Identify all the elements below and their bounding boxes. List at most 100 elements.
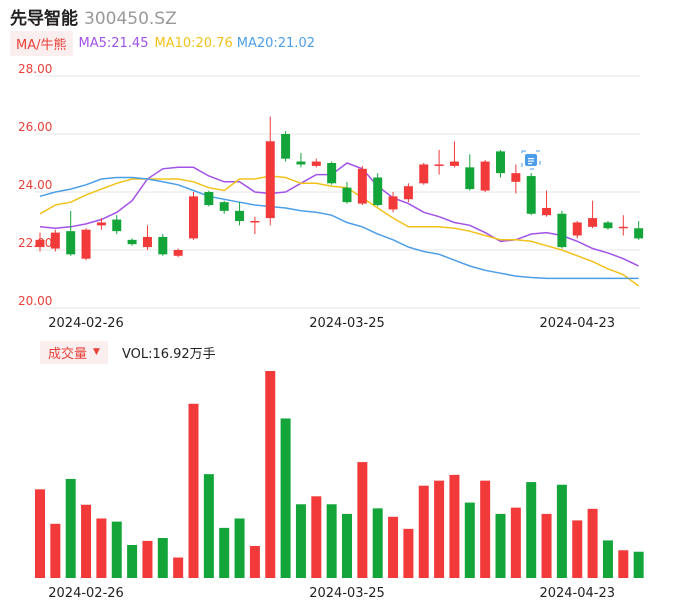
moving-average-lines bbox=[39, 162, 640, 287]
volume-bar[interactable] bbox=[81, 504, 92, 578]
volume-bar[interactable] bbox=[618, 550, 629, 578]
candle[interactable] bbox=[572, 221, 582, 239]
volume-bar[interactable] bbox=[265, 371, 276, 578]
volume-bar[interactable] bbox=[495, 513, 506, 578]
volume-bar[interactable] bbox=[449, 474, 460, 578]
candle-body bbox=[219, 202, 229, 211]
candle[interactable] bbox=[265, 116, 275, 226]
volume-bar[interactable] bbox=[50, 523, 61, 578]
volume-bars bbox=[35, 371, 644, 578]
candle-body bbox=[357, 168, 367, 204]
ma-indicator-button[interactable]: MA/牛熊 bbox=[10, 30, 73, 56]
candle[interactable] bbox=[419, 163, 429, 185]
volume-bar[interactable] bbox=[157, 537, 168, 578]
candle[interactable] bbox=[250, 216, 260, 235]
candle[interactable] bbox=[449, 141, 459, 168]
price-grid bbox=[35, 75, 640, 309]
volume-bar[interactable] bbox=[311, 496, 322, 578]
candle[interactable] bbox=[96, 218, 106, 230]
volume-bar[interactable] bbox=[342, 513, 352, 578]
candle[interactable] bbox=[557, 210, 567, 249]
candle[interactable] bbox=[357, 165, 367, 206]
volume-bar[interactable] bbox=[173, 557, 184, 578]
candle[interactable] bbox=[281, 131, 291, 162]
volume-bar[interactable] bbox=[280, 418, 291, 578]
volume-bar[interactable] bbox=[526, 482, 537, 578]
candle[interactable] bbox=[189, 192, 198, 240]
candle[interactable] bbox=[403, 183, 413, 203]
ma5-value: MA5:21.45 bbox=[78, 35, 149, 51]
price-tick-label: 20.00 bbox=[18, 294, 52, 308]
candle[interactable] bbox=[311, 158, 321, 168]
volume-indicator-label: 成交量 bbox=[48, 346, 88, 362]
volume-bar[interactable] bbox=[587, 508, 598, 578]
candle[interactable] bbox=[342, 181, 352, 204]
candle[interactable] bbox=[526, 173, 536, 216]
volume-bar[interactable] bbox=[219, 527, 230, 578]
candle[interactable] bbox=[66, 210, 76, 256]
candle-body bbox=[618, 226, 628, 229]
volume-bar[interactable] bbox=[295, 504, 306, 578]
volume-bar[interactable] bbox=[234, 518, 245, 578]
volume-bar[interactable] bbox=[572, 520, 583, 578]
candle[interactable] bbox=[296, 152, 306, 168]
candle[interactable] bbox=[496, 149, 505, 178]
candle[interactable] bbox=[634, 221, 644, 240]
volume-bar[interactable] bbox=[602, 540, 613, 578]
volume-bar[interactable] bbox=[633, 551, 644, 578]
volume-bar[interactable] bbox=[249, 545, 260, 578]
candle[interactable] bbox=[204, 190, 214, 207]
candle[interactable] bbox=[35, 232, 45, 252]
volume-bar[interactable] bbox=[464, 502, 475, 578]
candle[interactable] bbox=[542, 190, 552, 217]
volume-bar[interactable] bbox=[142, 540, 153, 578]
candle[interactable] bbox=[434, 149, 444, 175]
volume-bar[interactable] bbox=[556, 484, 567, 578]
volume-bar[interactable] bbox=[403, 528, 414, 578]
volume-bar[interactable] bbox=[434, 480, 445, 578]
caret-down-icon: ▼ bbox=[93, 347, 100, 357]
volume-bar[interactable] bbox=[372, 508, 383, 578]
candle[interactable] bbox=[373, 173, 383, 207]
volume-bar[interactable] bbox=[388, 516, 399, 578]
candle[interactable] bbox=[327, 161, 337, 185]
event-marker-icon[interactable] bbox=[521, 150, 541, 170]
candle[interactable] bbox=[480, 160, 490, 192]
candle[interactable] bbox=[112, 215, 122, 235]
event-marker-line bbox=[528, 158, 534, 160]
volume-bar[interactable] bbox=[510, 507, 521, 578]
volume-date-tick-label: 2024-02-26 bbox=[48, 586, 124, 601]
candle[interactable] bbox=[81, 228, 91, 261]
candle[interactable] bbox=[465, 154, 475, 191]
volume-bar[interactable] bbox=[65, 478, 76, 578]
volume-bar[interactable] bbox=[35, 489, 45, 578]
candle[interactable] bbox=[173, 248, 183, 258]
candle[interactable] bbox=[50, 229, 60, 252]
candle[interactable] bbox=[388, 192, 398, 213]
candle[interactable] bbox=[142, 225, 152, 250]
candle[interactable] bbox=[127, 238, 137, 246]
candle[interactable] bbox=[219, 200, 229, 214]
volume-indicator-button[interactable]: 成交量 ▼ bbox=[40, 340, 108, 364]
volume-bar[interactable] bbox=[96, 518, 107, 578]
candle[interactable] bbox=[618, 215, 628, 236]
volume-bar[interactable] bbox=[203, 474, 214, 578]
volume-bar[interactable] bbox=[127, 544, 138, 578]
volume-bar[interactable] bbox=[480, 480, 491, 578]
volume-bar[interactable] bbox=[111, 521, 122, 578]
candle[interactable] bbox=[588, 200, 598, 229]
volume-bar[interactable] bbox=[188, 403, 199, 578]
ma10-value: MA10:20.76 bbox=[154, 35, 233, 51]
volume-bar[interactable] bbox=[418, 485, 429, 578]
volume-bar[interactable] bbox=[357, 462, 368, 578]
candle[interactable] bbox=[603, 221, 613, 230]
candle[interactable] bbox=[511, 164, 521, 194]
candle-body bbox=[173, 250, 183, 256]
volume-bar[interactable] bbox=[541, 513, 552, 578]
volume-value: VOL:16.92万手 bbox=[121, 346, 216, 362]
candle-body bbox=[204, 192, 214, 206]
volume-bar[interactable] bbox=[326, 504, 337, 578]
candle[interactable] bbox=[235, 202, 245, 226]
candle[interactable] bbox=[158, 234, 168, 256]
